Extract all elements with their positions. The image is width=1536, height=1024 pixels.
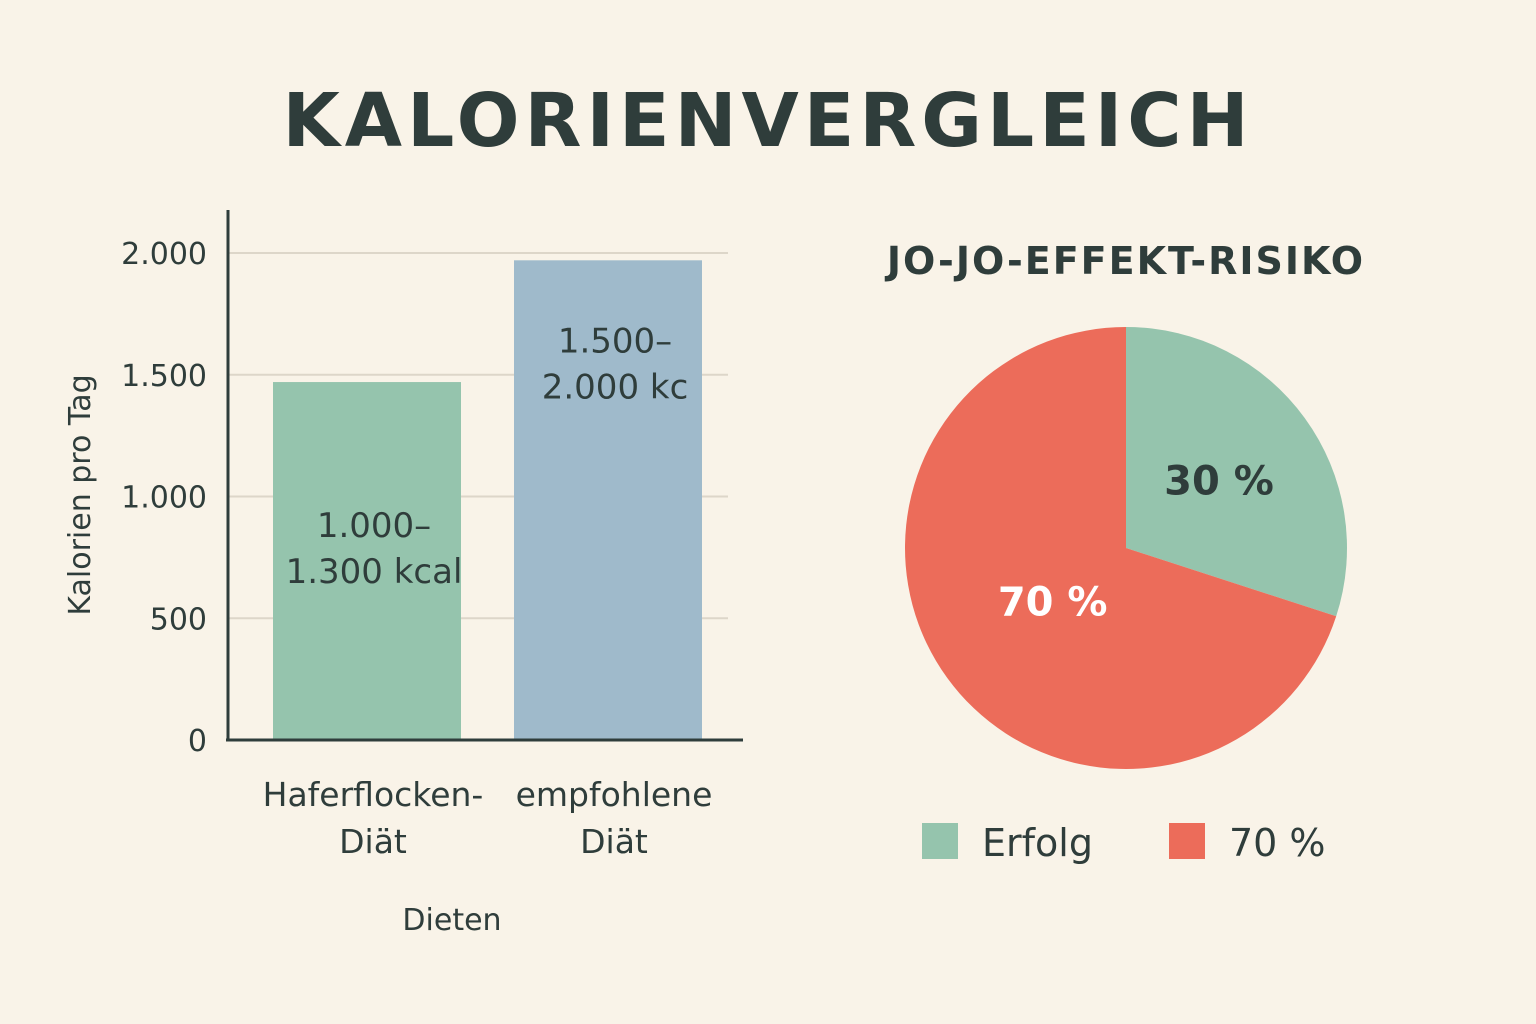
pie-slice-labels: 30 % 70 % [998,458,1274,625]
x-category-label: Haferflocken-Diät [263,775,484,861]
pie-slice [905,327,1337,769]
bars [273,260,702,740]
pie-slice [1126,327,1347,617]
legend-label: Erfolg [982,821,1093,865]
y-tick-label: 500 [150,602,207,637]
bar [273,382,461,740]
bar-value-labels: 1.000– 1.300 kcal 1.500– 2.000 kc [286,321,689,592]
pie-legend: Erfolg 70 % [922,821,1326,865]
legend-swatch [1169,823,1205,859]
x-category-labels: Haferflocken-Diät empfohlene Diät [263,775,713,861]
page-title: KALORIENVERGLEICH [282,78,1254,164]
y-tick-label: 1.500 [121,359,207,394]
y-axis-title: Kalorien pro Tag [63,374,98,615]
y-tick-label: 2.000 [121,237,207,272]
y-tick-labels: 0 500 1.000 1.500 2.000 [121,237,207,759]
x-category-label: empfohlene Diät [516,775,713,861]
bar-value-label: 1.000– 1.300 kcal [286,506,463,592]
pie-slice-label: 70 % [998,579,1108,625]
bar-chart: 0 500 1.000 1.500 2.000 1.000– 1.300 kcal 1.50… [63,210,743,938]
legend-label: 70 % [1229,821,1326,865]
pie-chart: JO-JO-EFFEKT-RISIKO 30 % 70 % Erfolg 70 % [884,239,1365,865]
pie-title: JO-JO-EFFEKT-RISIKO [884,239,1365,283]
bar-value-label: 1.500– 2.000 kc [542,321,689,407]
pie-slice-label: 30 % [1164,458,1274,504]
pie-slices [905,327,1347,769]
y-tick-label: 0 [188,724,207,759]
y-tick-label: 1.000 [121,481,207,516]
x-axis-title: Dieten [402,903,501,938]
bar [514,260,702,740]
legend-swatch [922,823,958,859]
